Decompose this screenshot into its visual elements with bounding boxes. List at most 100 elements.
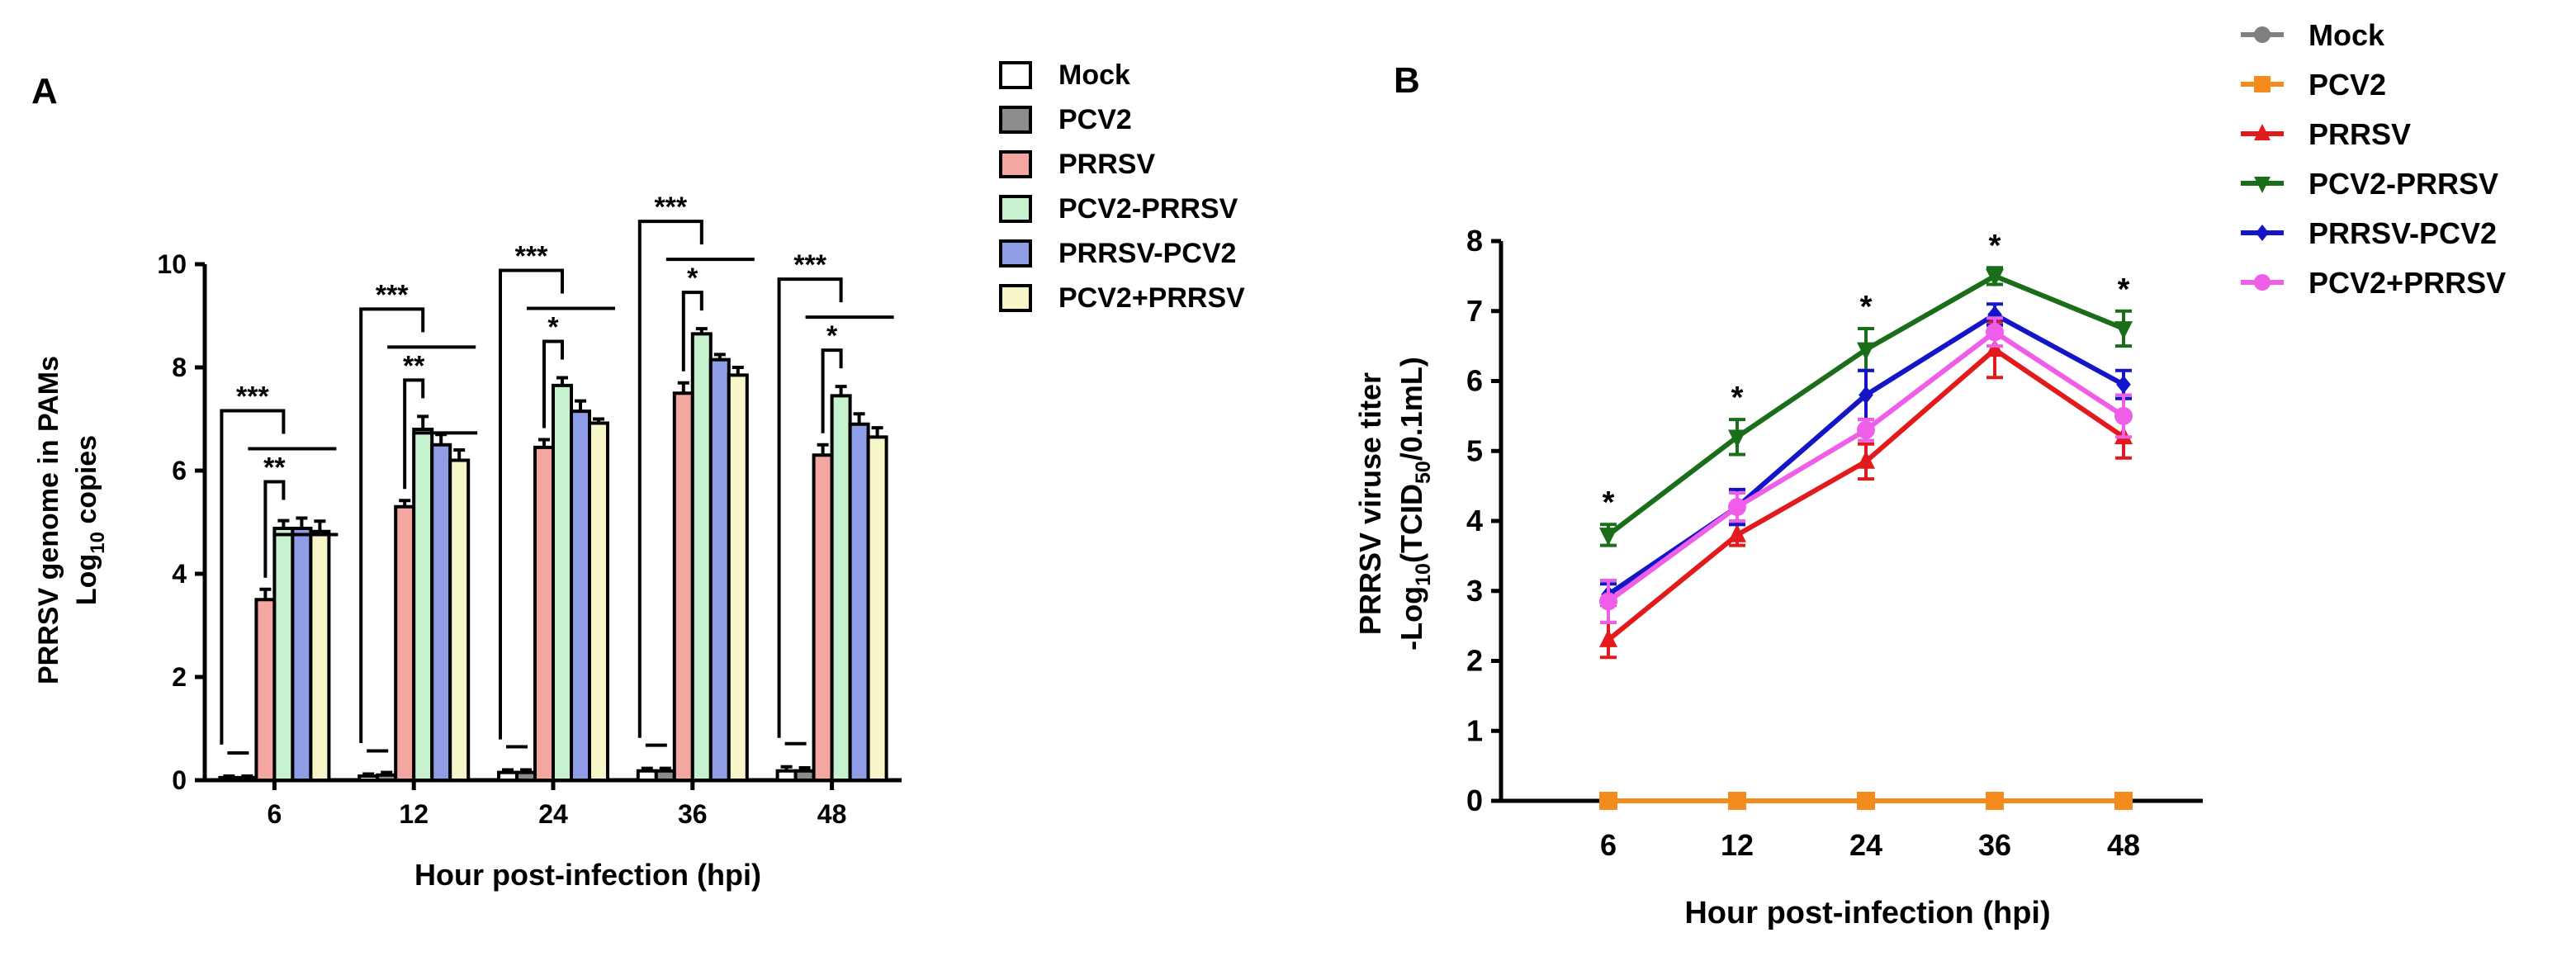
panel-b-label: B (1394, 60, 1420, 101)
y-tick-label: 2 (172, 662, 187, 692)
marker (1599, 592, 1617, 611)
significance-bracket-inner (403, 378, 425, 490)
panel-b-ylabel-line2: -Log10(TCID50/0.1mL) (1395, 357, 1435, 651)
x-tick-label: 48 (2107, 828, 2140, 862)
legend-label: PCV2-PRRSV (1058, 193, 1238, 225)
marker (1859, 386, 1873, 405)
significance-bracket-inner (542, 339, 564, 428)
bar (690, 332, 713, 782)
legend-swatch (999, 61, 1032, 89)
y-tick-label: 3 (1466, 574, 1483, 608)
bar (254, 598, 277, 782)
marker (1986, 792, 2004, 810)
marker (1728, 792, 1746, 810)
panel-b-xlabel: Hour post-infection (hpi) (1684, 896, 2050, 930)
legend-label: PCV2+PRRSV (1058, 282, 1245, 314)
marker (1599, 628, 1617, 647)
marker (1857, 792, 1875, 810)
marker (2256, 225, 2269, 241)
bar (394, 504, 416, 782)
marker (1728, 498, 1746, 517)
marker (1857, 342, 1875, 361)
x-tick-label: 36 (678, 799, 708, 829)
panel-b-legend: Mock PCV2 PRRSV PCV2-PRRSV PRRSV-PCV2 PCV2+PR… (2241, 18, 2506, 300)
marker (1857, 450, 1875, 469)
legend-label: PRRSV (1058, 149, 1155, 180)
bar (830, 394, 852, 782)
legend-label: PRRSV-PCV2 (2308, 216, 2497, 250)
marker (2254, 76, 2271, 92)
significance-label-middle: ** (263, 452, 286, 484)
bar (552, 383, 573, 782)
y-tick-label: 6 (1466, 364, 1483, 398)
significance-label-middle: ** (403, 350, 425, 381)
y-tick-label: 6 (172, 456, 187, 485)
significance-bracket-inner (263, 480, 286, 578)
legend-swatch (999, 195, 1032, 223)
legend-label: PRRSV (2308, 117, 2411, 151)
significance-bracket-outer (359, 307, 425, 743)
bar (218, 775, 240, 782)
panel-a-ylabel-line2: Log10 copies (71, 435, 109, 605)
bar (654, 769, 676, 782)
legend-label: PRRSV-PCV2 (1058, 238, 1236, 269)
y-tick-label: 7 (1466, 294, 1483, 328)
marker (1728, 523, 1746, 542)
bar (448, 458, 471, 782)
x-tick-label: 24 (538, 799, 568, 829)
significance-label-outer: *** (376, 279, 409, 310)
legend-swatch (999, 150, 1032, 178)
bar (636, 769, 658, 782)
y-tick-label: 8 (1466, 224, 1483, 258)
bar (430, 443, 452, 782)
significance-label-outer: *** (515, 241, 548, 272)
marker (1728, 429, 1746, 448)
y-tick-label: 10 (157, 249, 187, 279)
bar (376, 773, 398, 782)
significance-label-inner: * (826, 320, 838, 352)
marker (2254, 26, 2271, 43)
significance-label-outer: *** (236, 381, 269, 413)
marker (2116, 375, 2131, 394)
legend-label: Mock (2308, 18, 2385, 52)
marker (1599, 528, 1617, 547)
legend-swatch (999, 239, 1032, 267)
x-tick-label: 6 (268, 799, 282, 829)
bar (515, 770, 537, 782)
significance-bracket-outer (499, 268, 564, 740)
panel-a-legend: Mock PCV2 PRRSV PCV2-PRRSV PRRSV-PCV2 PCV2+PR… (999, 59, 1245, 314)
legend-label: PCV2+PRRSV (2308, 266, 2506, 300)
y-tick-label: 1 (1466, 713, 1483, 747)
panel-a-xlabel: Hour post-infection (hpi) (414, 858, 761, 892)
significance-label: * (2118, 272, 2130, 307)
legend-label: PCV2 (1058, 104, 1132, 135)
x-tick-label: 12 (1721, 828, 1754, 862)
x-tick-label: 36 (1978, 828, 2011, 862)
panel-a-ylabel: PRRSV genome in PAMs (33, 356, 64, 684)
significance-label: * (1731, 381, 1744, 415)
bar (588, 421, 609, 782)
significance-bracket-outer (777, 277, 843, 738)
significance-label-inner: * (547, 312, 559, 343)
significance-label: * (1989, 229, 2001, 263)
y-tick-label: 4 (172, 559, 187, 589)
bar (708, 357, 731, 782)
x-tick-label: 24 (1849, 828, 1882, 862)
bar (533, 445, 555, 782)
panel-a-label: A (31, 71, 58, 111)
bar (727, 373, 749, 782)
significance-label: * (1860, 290, 1873, 324)
bar (358, 774, 380, 782)
bar (291, 527, 313, 782)
legend-label: Mock (1058, 59, 1130, 91)
legend-swatch (999, 284, 1032, 312)
significance-bracket-inner (821, 348, 843, 433)
significance-label-outer: *** (654, 192, 687, 223)
significance-label: * (1603, 485, 1615, 520)
bar (848, 422, 870, 782)
marker (2254, 177, 2271, 193)
legend-swatch (999, 106, 1032, 134)
